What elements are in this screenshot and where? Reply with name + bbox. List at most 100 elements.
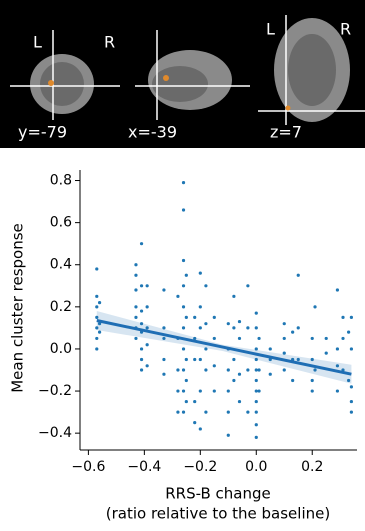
- scatter-point: [257, 368, 260, 371]
- scatter-point: [350, 400, 353, 403]
- coordinate-label: x=-39: [128, 123, 177, 142]
- scatter-point: [213, 337, 216, 340]
- orientation-label: R: [104, 33, 115, 52]
- scatter-point: [313, 305, 316, 308]
- scatter-point: [185, 379, 188, 382]
- x-axis-sublabel: (ratio relative to the baseline): [106, 505, 330, 523]
- scatter-point: [213, 364, 216, 367]
- scatter-point: [204, 284, 207, 287]
- scatter-point: [238, 320, 241, 323]
- scatter-point: [140, 347, 143, 350]
- x-tick-label: −0.2: [183, 459, 217, 475]
- scatter-point: [227, 368, 230, 371]
- scatter-point: [134, 263, 137, 266]
- scatter-point: [246, 368, 249, 371]
- scatter-point: [213, 316, 216, 319]
- scatter-point: [257, 337, 260, 340]
- regression-line: [97, 321, 352, 375]
- scatter-point: [336, 347, 339, 350]
- scatter-point: [146, 364, 149, 367]
- scatter-point: [199, 272, 202, 275]
- scatter-point: [255, 436, 258, 439]
- scatter-point: [134, 274, 137, 277]
- scatter-point: [255, 400, 258, 403]
- scatter-point: [182, 305, 185, 308]
- y-tick-label: 0.6: [50, 215, 72, 231]
- scatter-point: [255, 423, 258, 426]
- scatter-point: [140, 309, 143, 312]
- x-tick-label: −0.4: [127, 459, 161, 475]
- scatter-point: [95, 337, 98, 340]
- scatter-point: [257, 389, 260, 392]
- scatter-point: [185, 274, 188, 277]
- scatter-point: [269, 373, 272, 376]
- scatter-point: [291, 379, 294, 382]
- scatter-point: [204, 368, 207, 371]
- scatter-point: [238, 373, 241, 376]
- scatter-point: [350, 385, 353, 388]
- scatter-point: [283, 368, 286, 371]
- y-tick-label: 0.4: [50, 257, 72, 273]
- scatter-point: [193, 316, 196, 319]
- scatter-point: [232, 358, 235, 361]
- scatter-point: [140, 284, 143, 287]
- y-tick-label: 0.0: [50, 341, 72, 357]
- scatter-point: [347, 331, 350, 334]
- scatter-point: [291, 331, 294, 334]
- scatter-point: [297, 274, 300, 277]
- scatter-point: [140, 358, 143, 361]
- scatter-point: [238, 400, 241, 403]
- scatter-point: [193, 421, 196, 424]
- scatter-point: [283, 337, 286, 340]
- scatter-point: [350, 347, 353, 350]
- y-tick-label: 0.8: [50, 173, 72, 189]
- scatter-point: [227, 411, 230, 414]
- x-tick-label: 0.0: [245, 459, 267, 475]
- scatter-point: [246, 411, 249, 414]
- x-tick-label: −0.6: [71, 459, 105, 475]
- coordinate-label: z=7: [270, 123, 302, 142]
- scatter-point: [199, 305, 202, 308]
- scatter-point: [246, 326, 249, 329]
- scatter-point: [350, 411, 353, 414]
- y-tick-label: −0.4: [38, 425, 72, 441]
- y-tick-label: 0.2: [50, 299, 72, 315]
- coordinate-label: y=-79: [18, 123, 67, 142]
- scatter-point: [182, 326, 185, 329]
- scatter-point: [134, 288, 137, 291]
- scatter-point: [182, 284, 185, 287]
- scatter-point: [336, 288, 339, 291]
- y-axis-label: Mean cluster response: [9, 223, 27, 393]
- scatter-point: [98, 331, 101, 334]
- scatter-point: [182, 389, 185, 392]
- figure: L R y=-79 x=-39 z=7 L R Mean cluster res…: [0, 0, 365, 531]
- scatter-point: [238, 337, 241, 340]
- scatter-point: [176, 411, 179, 414]
- x-tick-label: 0.2: [301, 459, 323, 475]
- scatter-point: [193, 400, 196, 403]
- scatter-point: [134, 337, 137, 340]
- scatter-point: [98, 301, 101, 304]
- scatter-point: [325, 337, 328, 340]
- scatter-point: [176, 389, 179, 392]
- scatter-point: [134, 316, 137, 319]
- scatter-point: [199, 427, 202, 430]
- scatter-point: [227, 389, 230, 392]
- scatter-point: [232, 379, 235, 382]
- scatter-point: [325, 352, 328, 355]
- scatter-point: [176, 295, 179, 298]
- scatter-point: [182, 411, 185, 414]
- scatter-point: [185, 358, 188, 361]
- scatter-point: [246, 284, 249, 287]
- scatter-point: [297, 326, 300, 329]
- scatter-point: [146, 343, 149, 346]
- scatter-point: [311, 379, 314, 382]
- x-axis-label: RRS-B change: [165, 485, 271, 503]
- scatter-point: [182, 259, 185, 262]
- scatter-point: [134, 305, 137, 308]
- scatter-point: [199, 389, 202, 392]
- scatter-point: [162, 373, 165, 376]
- orientation-label: L: [33, 33, 42, 52]
- scatter-point: [213, 389, 216, 392]
- scatter-point: [162, 288, 165, 291]
